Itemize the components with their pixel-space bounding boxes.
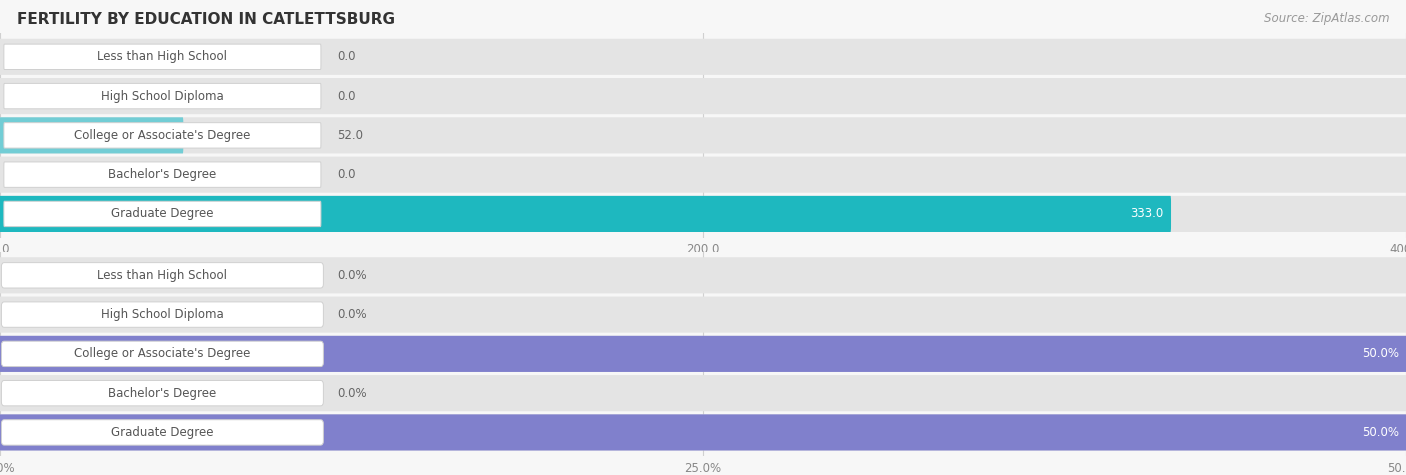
FancyBboxPatch shape	[0, 196, 1171, 232]
FancyBboxPatch shape	[1, 302, 323, 327]
FancyBboxPatch shape	[0, 257, 1406, 294]
Text: College or Associate's Degree: College or Associate's Degree	[75, 347, 250, 361]
FancyBboxPatch shape	[0, 296, 1406, 332]
FancyBboxPatch shape	[4, 84, 321, 109]
Text: 333.0: 333.0	[1130, 208, 1164, 220]
Text: College or Associate's Degree: College or Associate's Degree	[75, 129, 250, 142]
FancyBboxPatch shape	[0, 336, 1406, 372]
FancyBboxPatch shape	[0, 78, 1406, 114]
FancyBboxPatch shape	[0, 375, 1406, 411]
FancyBboxPatch shape	[1, 420, 323, 445]
FancyBboxPatch shape	[1, 263, 323, 288]
FancyBboxPatch shape	[0, 196, 1406, 232]
FancyBboxPatch shape	[0, 414, 1406, 450]
FancyBboxPatch shape	[0, 414, 1406, 450]
Text: 0.0: 0.0	[337, 90, 356, 103]
Text: High School Diploma: High School Diploma	[101, 90, 224, 103]
Text: 0.0%: 0.0%	[337, 308, 367, 321]
Text: Source: ZipAtlas.com: Source: ZipAtlas.com	[1264, 12, 1389, 25]
Text: Less than High School: Less than High School	[97, 269, 228, 282]
FancyBboxPatch shape	[0, 336, 1406, 372]
FancyBboxPatch shape	[4, 44, 321, 69]
Text: Graduate Degree: Graduate Degree	[111, 426, 214, 439]
FancyBboxPatch shape	[0, 117, 183, 153]
FancyBboxPatch shape	[1, 341, 323, 367]
Text: Graduate Degree: Graduate Degree	[111, 208, 214, 220]
FancyBboxPatch shape	[4, 123, 321, 148]
Text: 50.0%: 50.0%	[1362, 347, 1399, 361]
FancyBboxPatch shape	[4, 201, 321, 227]
FancyBboxPatch shape	[0, 117, 1406, 153]
FancyBboxPatch shape	[1, 380, 323, 406]
FancyBboxPatch shape	[4, 162, 321, 187]
Text: 50.0%: 50.0%	[1362, 426, 1399, 439]
FancyBboxPatch shape	[0, 39, 1406, 75]
FancyBboxPatch shape	[0, 157, 1406, 193]
Text: 0.0: 0.0	[337, 50, 356, 63]
Text: Bachelor's Degree: Bachelor's Degree	[108, 387, 217, 399]
Text: 0.0%: 0.0%	[337, 387, 367, 399]
Text: Bachelor's Degree: Bachelor's Degree	[108, 168, 217, 181]
Text: FERTILITY BY EDUCATION IN CATLETTSBURG: FERTILITY BY EDUCATION IN CATLETTSBURG	[17, 12, 395, 27]
Text: 0.0: 0.0	[337, 168, 356, 181]
Text: High School Diploma: High School Diploma	[101, 308, 224, 321]
Text: 0.0%: 0.0%	[337, 269, 367, 282]
Text: 52.0: 52.0	[337, 129, 363, 142]
Text: Less than High School: Less than High School	[97, 50, 228, 63]
